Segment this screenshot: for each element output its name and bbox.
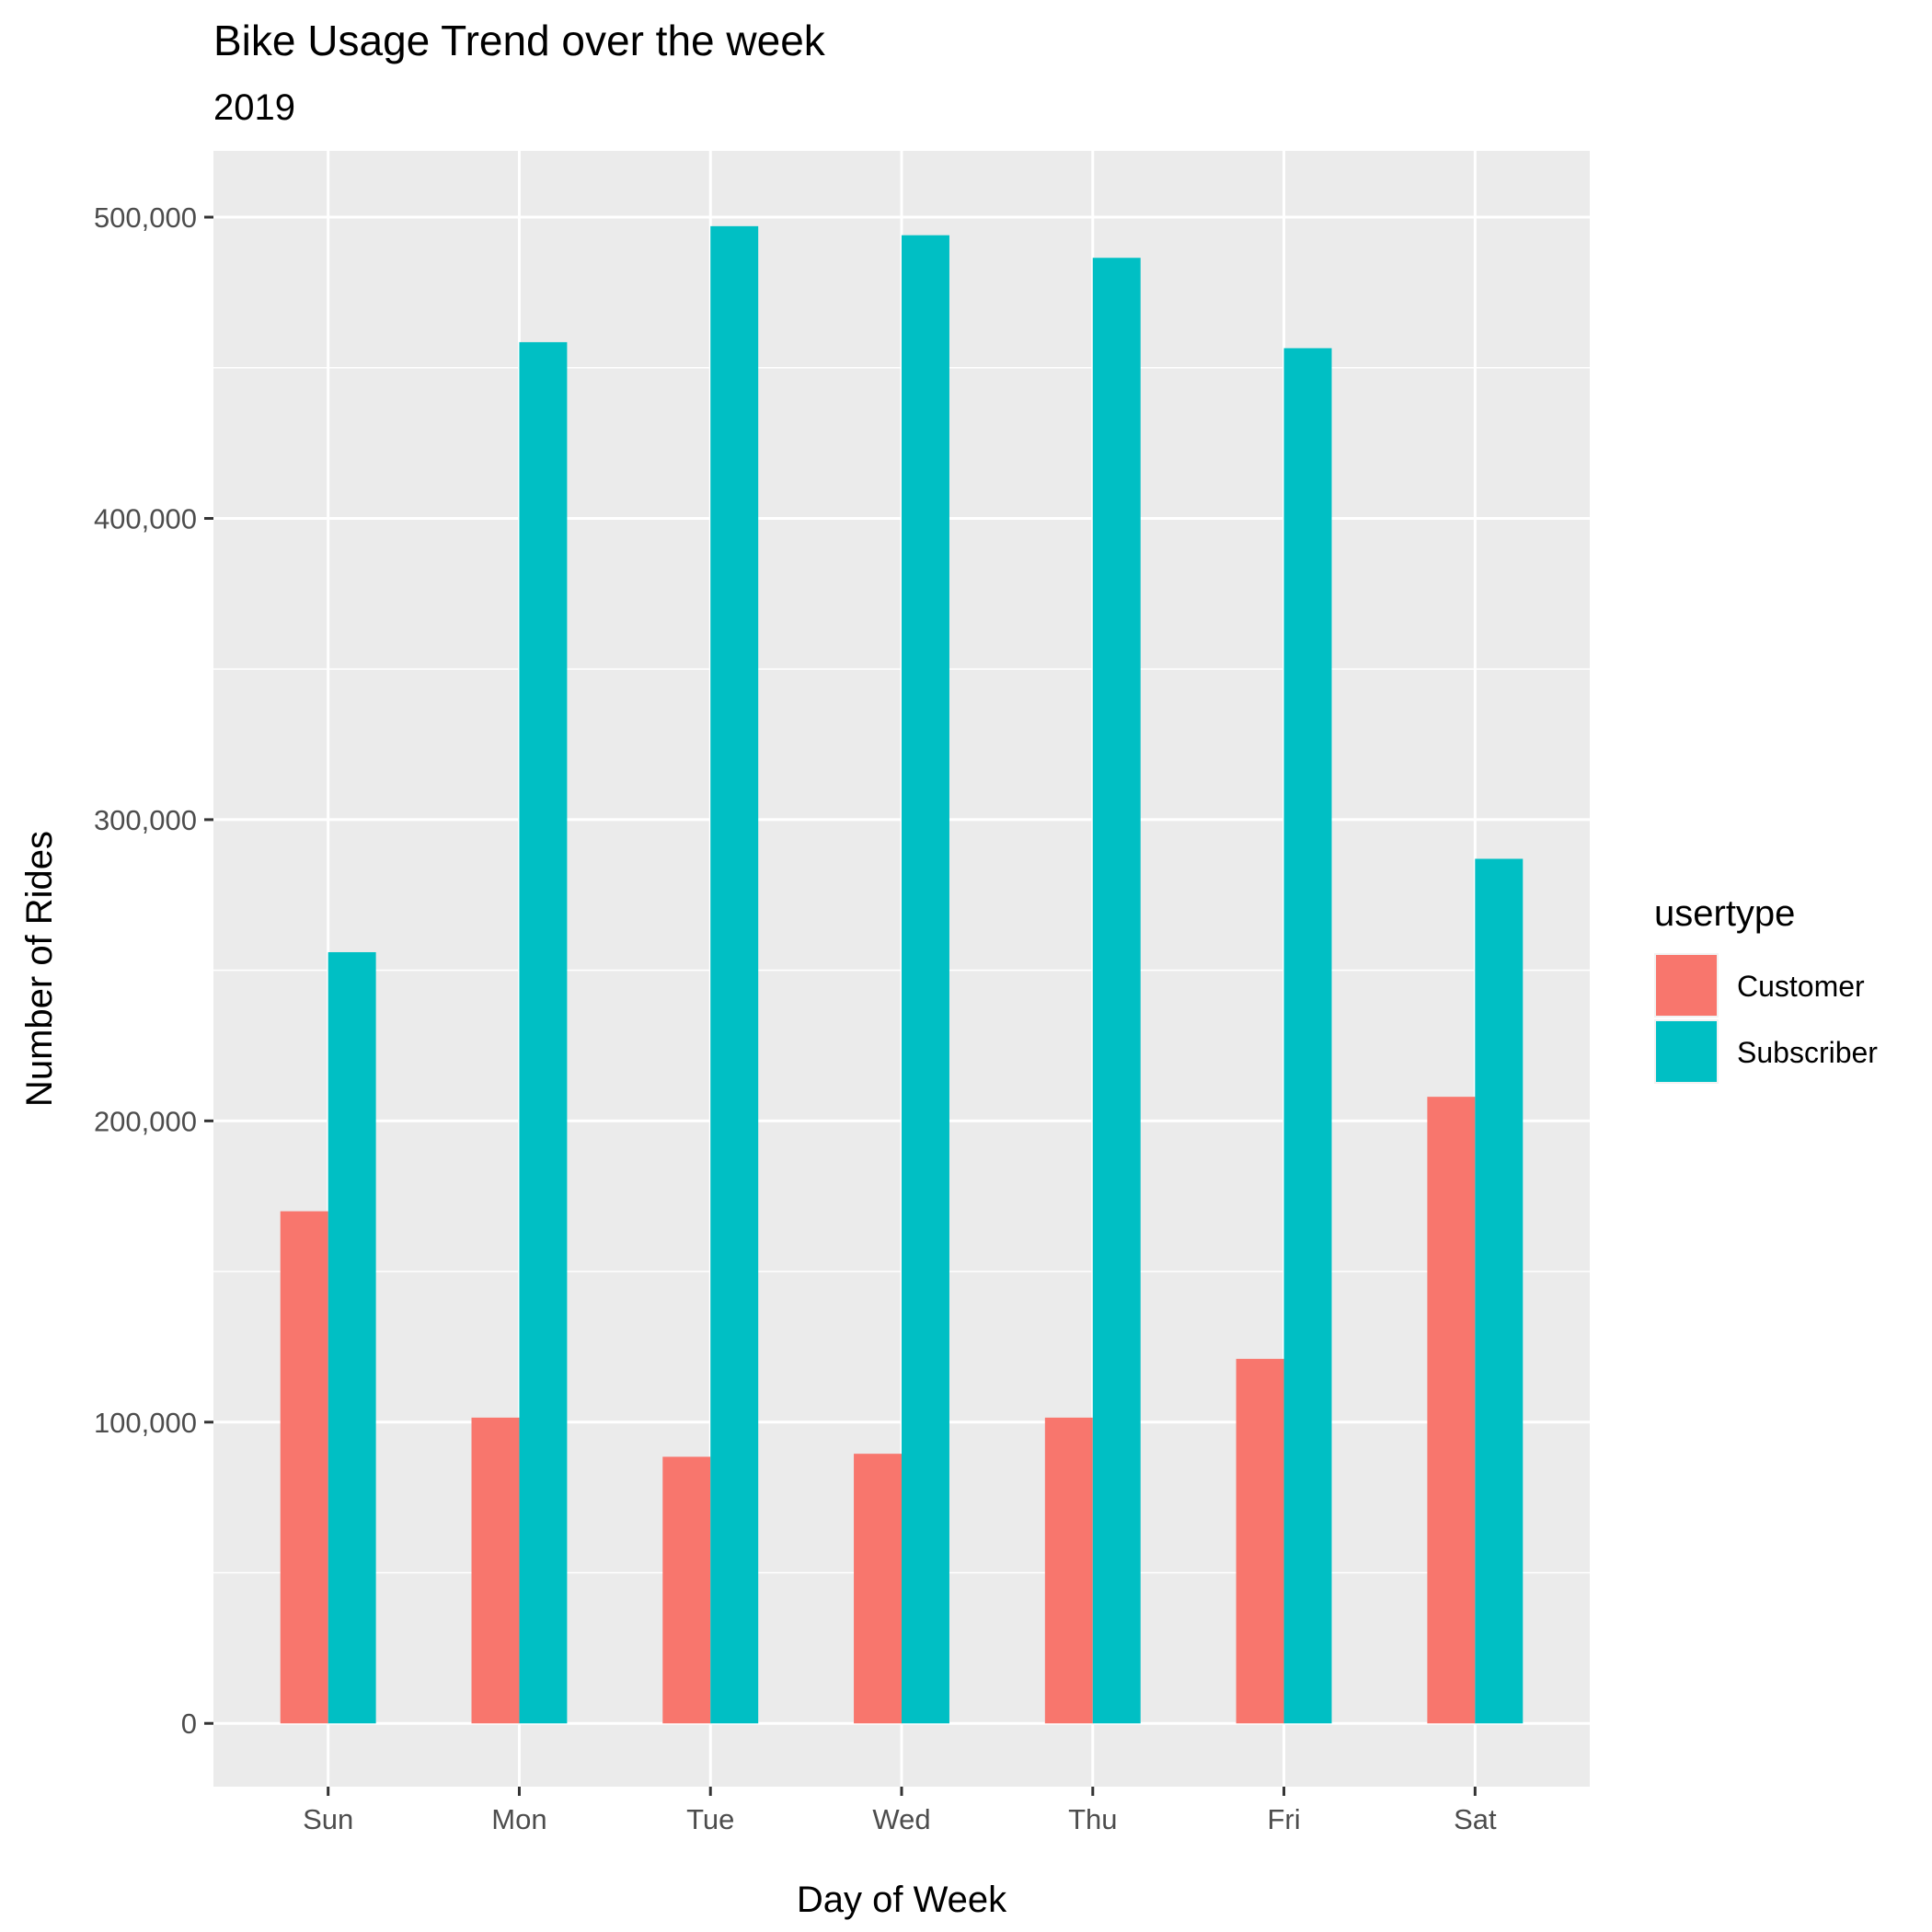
chart-subtitle: 2019 — [213, 87, 295, 128]
x-tick-label: Tue — [686, 1803, 734, 1835]
bar-customer-mon — [471, 1417, 520, 1724]
y-tick-label: 200,000 — [94, 1105, 197, 1137]
x-axis: Sun Mon Tue Wed Thu Fri Sat — [303, 1787, 1497, 1835]
legend-swatch-customer — [1656, 955, 1717, 1016]
y-axis-title: Number of Rides — [19, 831, 60, 1107]
legend-label-customer: Customer — [1737, 970, 1865, 1003]
y-tick-label: 500,000 — [94, 201, 197, 234]
bar-subscriber-sun — [328, 951, 376, 1724]
y-axis: 0 100,000 200,000 300,000 400,000 500,000 — [94, 201, 213, 1740]
bar-subscriber-sat — [1475, 858, 1524, 1724]
legend-label-subscriber: Subscriber — [1737, 1036, 1878, 1069]
bars — [280, 225, 1524, 1724]
x-axis-title: Day of Week — [797, 1880, 1007, 1920]
bar-customer-sun — [280, 1211, 328, 1724]
legend: usertype Customer Subscriber — [1654, 893, 1878, 1084]
bar-subscriber-mon — [519, 341, 568, 1724]
y-tick-label: 100,000 — [94, 1407, 197, 1439]
x-tick-label: Mon — [491, 1803, 546, 1835]
x-tick-label: Wed — [872, 1803, 930, 1835]
bar-subscriber-wed — [902, 235, 949, 1724]
y-tick-label: 300,000 — [94, 804, 197, 836]
legend-items: Customer Subscriber — [1654, 953, 1878, 1084]
x-tick-label: Fri — [1267, 1803, 1300, 1835]
chart-title: Bike Usage Trend over the week — [213, 17, 826, 64]
y-tick-label: 400,000 — [94, 502, 197, 535]
bar-subscriber-fri — [1283, 348, 1332, 1724]
y-tick-label: 0 — [181, 1708, 197, 1740]
bar-customer-wed — [854, 1454, 902, 1724]
x-tick-label: Sat — [1454, 1803, 1497, 1835]
bar-customer-thu — [1044, 1417, 1093, 1724]
bar-subscriber-tue — [710, 225, 759, 1724]
x-tick-label: Sun — [303, 1803, 353, 1835]
legend-swatch-subscriber — [1656, 1021, 1717, 1082]
bar-customer-fri — [1236, 1359, 1284, 1724]
bar-subscriber-thu — [1092, 258, 1141, 1724]
bar-customer-sat — [1427, 1097, 1476, 1724]
bar-customer-tue — [662, 1456, 711, 1724]
legend-title: usertype — [1654, 893, 1795, 934]
x-tick-label: Thu — [1068, 1803, 1117, 1835]
